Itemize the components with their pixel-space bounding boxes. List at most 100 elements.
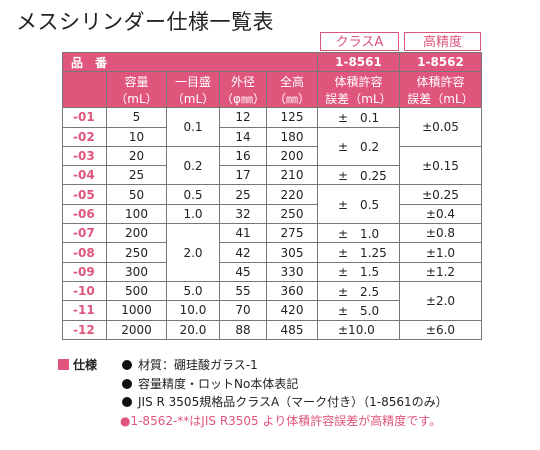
outer-dia-cell: 88 (219, 319, 267, 340)
capacity-cell: 5 (106, 107, 167, 128)
tolerance-a-header: 体積許容誤差（mL） (317, 71, 400, 109)
note-text: 材質：硼珪酸ガラス-1 (138, 358, 258, 372)
product-code: -07 (62, 223, 107, 244)
bullet-icon (122, 397, 132, 407)
height-cell: 250 (266, 203, 318, 225)
product-code: -02 (62, 126, 107, 147)
capacity-header-unit: （mL） (115, 91, 158, 106)
product-code: -06 (62, 203, 107, 225)
product-code: -09 (62, 261, 107, 282)
height-cell: 275 (266, 223, 318, 244)
pink-square-icon (58, 359, 69, 370)
tolerance-b-cell: ±1.2 (399, 261, 482, 282)
tolerance-b-cell: ±0.15 (399, 145, 482, 186)
table-row: -10 500 5.0 55 360 ± 2.5 ±2.0 (62, 280, 482, 321)
tolerance-b-cell: ±0.8 (399, 223, 482, 244)
capacity-cell: 20 (106, 145, 167, 167)
capacity-cell: 200 (106, 223, 167, 244)
table-row: -04 25 17 210 ± 0.25 (62, 165, 482, 186)
scale-cell: 10.0 (166, 300, 220, 321)
bullet-icon (122, 378, 132, 389)
outer-dia-cell: 16 (219, 145, 267, 167)
tolerance-b-cell: ±2.0 (399, 280, 482, 321)
height-cell: 305 (266, 242, 318, 263)
note-text: 容量精度・ロットNo本体表記 (138, 376, 299, 391)
scale-cell: 0.1 (166, 107, 220, 147)
table-row: -09 300 45 330 ± 1.5 ±1.2 (62, 261, 482, 282)
spec-table: 品 番 1-8561 1-8562 容量 （mL） 一目盛 （mL） 外径 （φ㎜） … (62, 51, 482, 340)
note-text: JIS R 3505規格品クラスA（マーク付き）（1-8561のみ） (138, 395, 448, 409)
high-precision-note: ●1-8562-**はJIS R3505 より体積許容誤差が高精度です。 (120, 413, 442, 428)
class-a-header: クラスA (320, 32, 399, 51)
height-cell: 220 (266, 184, 318, 205)
product-code: -11 (62, 300, 107, 321)
height-cell: 360 (266, 280, 318, 302)
capacity-cell: 300 (106, 261, 167, 282)
tolerance-a-unit: 誤差（mL） (325, 91, 392, 106)
spec-notes: 仕様 材質：硼珪酸ガラス-1 容量精度・ロットNo本体表記 JIS R 3505… (58, 356, 448, 430)
outer-dia-header-label: 外径 (230, 74, 255, 89)
page-title: メスシリンダー仕様一覧表 (16, 10, 274, 34)
outer-dia-cell: 41 (219, 223, 267, 244)
bullet-icon (122, 360, 132, 370)
outer-dia-cell: 12 (219, 107, 267, 128)
capacity-cell: 10 (106, 126, 167, 147)
height-cell: 200 (266, 145, 318, 167)
scale-cell: 0.5 (166, 184, 220, 205)
product-code: -12 (62, 319, 107, 340)
height-cell: 210 (266, 165, 318, 186)
outer-dia-cell: 42 (219, 242, 267, 263)
scale-cell: 20.0 (166, 319, 220, 340)
catalog-number-a: 1-8561 (317, 51, 400, 73)
table-row: 容量 （mL） 一目盛 （mL） 外径 （φ㎜） 全高 （㎜） 体積許容誤差（mL） 体… (62, 71, 482, 109)
capacity-cell: 25 (106, 165, 167, 186)
height-header-label: 全高 (279, 74, 304, 89)
tolerance-b-cell: ±6.0 (399, 319, 482, 340)
tolerance-a-cell: ± 0.5 (317, 184, 400, 225)
tolerance-a-cell: ± 1.0 (317, 223, 400, 244)
scale-header-label: 一目盛 (174, 74, 211, 89)
note-line: 材質：硼珪酸ガラス-1 (122, 356, 448, 375)
height-cell: 180 (266, 126, 318, 147)
blank-header-cell (62, 71, 107, 109)
scale-header: 一目盛 （mL） (166, 71, 220, 109)
tolerance-b-cell: ±1.0 (399, 242, 482, 263)
height-cell: 330 (266, 261, 318, 282)
outer-dia-cell: 25 (219, 184, 267, 205)
scale-header-unit: （mL） (171, 91, 215, 106)
table-row: -01 5 0.1 12 125 ± 0.1 ±0.05 (62, 107, 482, 147)
tolerance-b-label: 体積許容 (416, 74, 465, 89)
tolerance-a-cell: ± 0.2 (317, 126, 400, 167)
tolerance-b-unit: 誤差（mL） (407, 91, 474, 106)
tolerance-a-label: 体積許容 (334, 74, 383, 89)
tolerance-a-cell: ± 1.5 (317, 261, 400, 282)
outer-dia-cell: 70 (219, 300, 267, 321)
table-row: -06 100 1.0 32 250 ±0.4 (62, 203, 482, 225)
capacity-cell: 500 (106, 280, 167, 302)
product-code: -01 (62, 107, 107, 128)
tolerance-a-cell: ± 1.25 (317, 242, 400, 263)
tolerance-a-cell: ±10.0 (317, 319, 400, 340)
tolerance-a-cell: ± 2.5 (317, 280, 400, 302)
catalog-number-b: 1-8562 (399, 51, 482, 73)
table-row: -05 50 0.5 25 220 ± 0.5 ±0.25 (62, 184, 482, 225)
height-cell: 420 (266, 300, 318, 321)
tolerance-b-cell: ±0.25 (399, 184, 482, 205)
capacity-cell: 250 (106, 242, 167, 263)
scale-cell: 5.0 (166, 280, 220, 302)
note-line: 容量精度・ロットNo本体表記 (122, 375, 448, 394)
outer-dia-cell: 55 (219, 280, 267, 302)
tolerance-a-cell: ± 5.0 (317, 300, 400, 321)
capacity-header-label: 容量 (124, 74, 149, 89)
capacity-cell: 100 (106, 203, 167, 225)
hinban-header: 品 番 (62, 51, 318, 73)
table-row: -08 250 42 305 ± 1.25 ±1.0 (62, 242, 482, 263)
outer-dia-cell: 14 (219, 126, 267, 147)
table-row: -12 2000 20.0 88 485 ±10.0 ±6.0 (62, 319, 482, 340)
capacity-cell: 1000 (106, 300, 167, 321)
tolerance-b-cell: ±0.4 (399, 203, 482, 225)
height-header-unit: （㎜） (273, 91, 310, 106)
table-row: -07 200 2.0 41 275 ± 1.0 ±0.8 (62, 223, 482, 282)
height-cell: 485 (266, 319, 318, 340)
outer-dia-header-unit: （φ㎜） (221, 91, 265, 106)
